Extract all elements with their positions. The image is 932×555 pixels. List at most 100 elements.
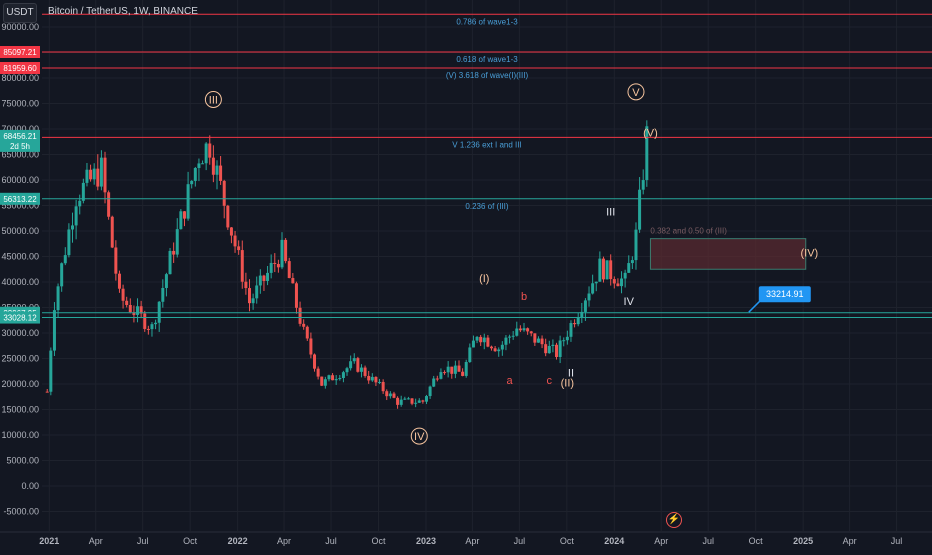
lightning-icon[interactable]: ⚡ <box>666 512 682 528</box>
candle-body[interactable] <box>121 288 125 301</box>
candle-body[interactable] <box>587 293 591 301</box>
candle-body[interactable] <box>240 250 244 282</box>
quote-currency-chip[interactable]: USDT <box>3 3 37 23</box>
candle-body[interactable] <box>432 378 436 387</box>
candle-body[interactable] <box>490 346 493 349</box>
candle-body[interactable] <box>609 260 613 280</box>
candle-body[interactable] <box>327 375 331 380</box>
candle-body[interactable] <box>464 362 468 376</box>
candle-body[interactable] <box>638 189 642 230</box>
candle-body[interactable] <box>536 338 540 343</box>
candle-body[interactable] <box>331 375 335 381</box>
candle-body[interactable] <box>417 400 421 403</box>
candle-body[interactable] <box>601 258 605 280</box>
candle-body[interactable] <box>99 157 103 187</box>
candle-body[interactable] <box>641 180 645 190</box>
candle-body[interactable] <box>125 300 129 305</box>
candle-body[interactable] <box>67 229 71 256</box>
candle-body[interactable] <box>146 328 150 330</box>
candle-body[interactable] <box>349 361 353 369</box>
candle-body[interactable] <box>74 206 78 226</box>
candle-body[interactable] <box>237 246 241 251</box>
candle-body[interactable] <box>522 328 526 331</box>
candle-body[interactable] <box>96 168 100 187</box>
candle-body[interactable] <box>85 169 89 183</box>
candle-body[interactable] <box>598 258 602 282</box>
candle-body[interactable] <box>573 323 577 325</box>
candle-body[interactable] <box>544 344 548 354</box>
candle-body[interactable] <box>226 205 230 228</box>
candle-body[interactable] <box>284 239 288 262</box>
candle-body[interactable] <box>381 381 385 392</box>
candle-body[interactable] <box>117 273 121 289</box>
candle-body[interactable] <box>139 306 143 314</box>
candle-body[interactable] <box>359 367 363 372</box>
candle-body[interactable] <box>341 372 345 379</box>
candle-body[interactable] <box>52 310 56 351</box>
candle-body[interactable] <box>229 227 233 236</box>
candle-body[interactable] <box>345 368 349 373</box>
candle-body[interactable] <box>71 225 75 230</box>
candle-body[interactable] <box>78 200 82 207</box>
candle-body[interactable] <box>540 338 544 345</box>
candle-body[interactable] <box>45 391 49 393</box>
candle-body[interactable] <box>190 180 194 185</box>
candle-body[interactable] <box>406 398 410 400</box>
candle-body[interactable] <box>334 379 338 381</box>
candle-body[interactable] <box>128 304 132 313</box>
target-zone[interactable] <box>649 238 807 270</box>
candle-body[interactable] <box>515 328 519 336</box>
candle-body[interactable] <box>576 317 580 325</box>
candle-body[interactable] <box>276 263 280 268</box>
candle-body[interactable] <box>132 312 136 315</box>
candle-body[interactable] <box>204 143 208 164</box>
candle-body[interactable] <box>323 379 327 386</box>
candle-body[interactable] <box>645 126 649 181</box>
candle-body[interactable] <box>208 143 212 158</box>
candle-body[interactable] <box>313 354 317 369</box>
candle-body[interactable] <box>150 324 154 330</box>
candle-body[interactable] <box>356 358 360 372</box>
candle-body[interactable] <box>594 281 598 284</box>
candle-body[interactable] <box>363 367 367 376</box>
candle-body[interactable] <box>497 349 501 352</box>
candle-body[interactable] <box>143 313 147 329</box>
candle-body[interactable] <box>385 391 389 397</box>
candle-body[interactable] <box>511 335 515 337</box>
candle-body[interactable] <box>320 376 324 386</box>
candle-body[interactable] <box>287 261 291 279</box>
candle-body[interactable] <box>421 400 425 402</box>
candle-body[interactable] <box>630 260 634 264</box>
candle-body[interactable] <box>193 167 197 181</box>
candle-body[interactable] <box>428 386 432 397</box>
candle-body[interactable] <box>493 348 497 352</box>
candle-body[interactable] <box>302 323 306 327</box>
candle-body[interactable] <box>172 250 176 255</box>
candle-body[interactable] <box>399 399 403 405</box>
candle-body[interactable] <box>370 376 374 381</box>
candle-body[interactable] <box>352 358 356 362</box>
candle-body[interactable] <box>309 338 313 355</box>
candle-body[interactable] <box>439 372 443 379</box>
candle-body[interactable] <box>233 235 237 247</box>
candle-body[interactable] <box>81 182 85 201</box>
candle-body[interactable] <box>49 350 53 392</box>
candle-body[interactable] <box>583 300 587 312</box>
candle-body[interactable] <box>107 192 111 217</box>
candle-body[interactable] <box>627 263 631 273</box>
candle-body[interactable] <box>154 322 158 325</box>
candle-body[interactable] <box>518 328 522 331</box>
candle-body[interactable] <box>298 307 302 324</box>
candle-body[interactable] <box>547 346 551 354</box>
candle-body[interactable] <box>486 337 490 347</box>
candle-body[interactable] <box>161 287 165 302</box>
candle-body[interactable] <box>410 398 414 404</box>
candle-body[interactable] <box>182 211 186 219</box>
candle-body[interactable] <box>280 239 284 268</box>
candle-body[interactable] <box>367 375 371 381</box>
candle-body[interactable] <box>500 344 504 350</box>
candle-body[interactable] <box>551 344 555 347</box>
candle-body[interactable] <box>92 168 96 180</box>
